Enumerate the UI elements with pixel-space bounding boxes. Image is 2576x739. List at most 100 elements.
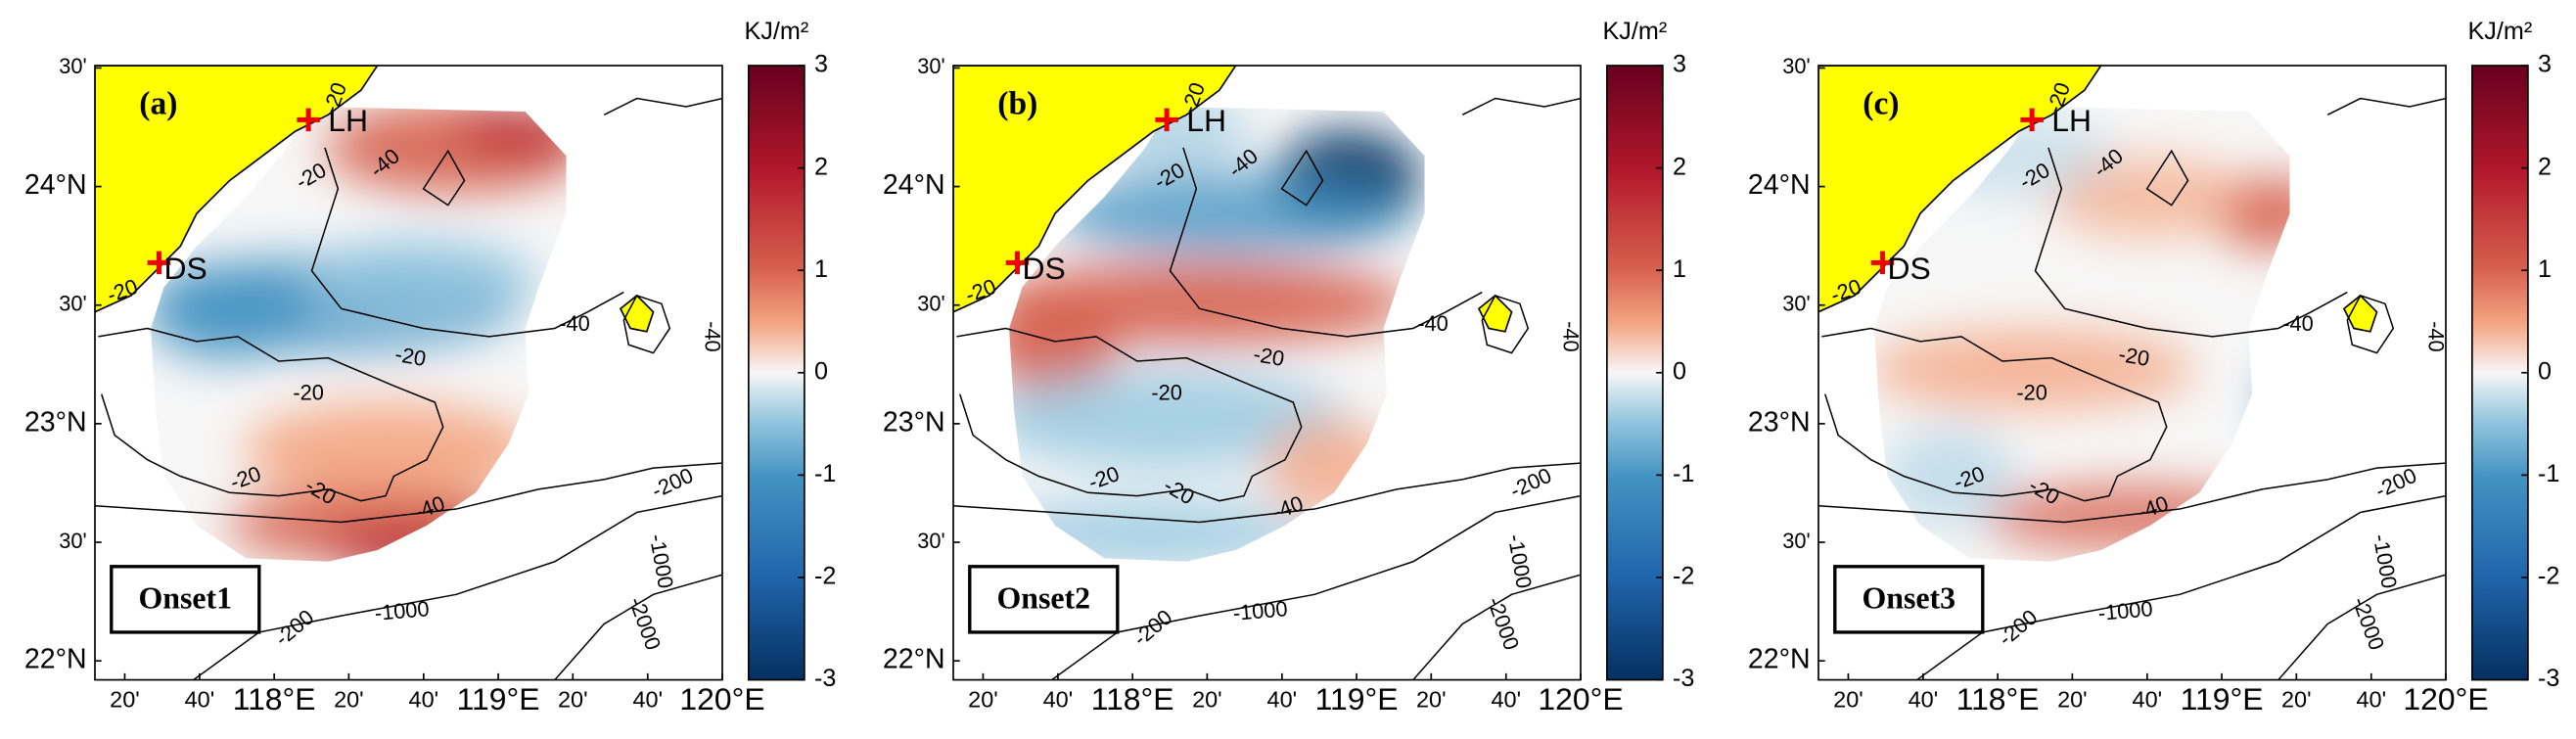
isobath (2145, 149, 2189, 207)
colorbar-tick-label: -1 (1673, 460, 1694, 487)
colorbar: -3 -2 -1 0 1 2 3KJ/m² (745, 18, 837, 692)
y-tick-label: 23°N (883, 406, 945, 438)
colorbar-tick-label: -1 (814, 460, 836, 487)
isobath (95, 462, 722, 524)
isobath-label: -40 (700, 321, 724, 352)
x-tick-label: 119°E (2181, 681, 2264, 716)
isobath-label: -200 (270, 605, 319, 651)
x-tick-label: 119°E (1315, 681, 1399, 716)
isobath-label: -1000 (2369, 532, 2402, 590)
field-blob (324, 525, 523, 562)
isobath-label: -2000 (1483, 593, 1525, 653)
y-tick-label: 30' (59, 54, 86, 78)
station-marker (297, 108, 320, 132)
colorbar-tick-label: 1 (1673, 255, 1686, 283)
x-tick-label: 40' (409, 687, 439, 713)
panel-label: (b) (997, 86, 1037, 122)
y-tick-label: 30' (1782, 54, 1810, 78)
station-marker (147, 251, 171, 275)
colorbar-tick-label: 3 (2538, 51, 2552, 78)
station-marker (1155, 108, 1178, 132)
field-blob (308, 238, 539, 321)
isobath (1481, 295, 1530, 354)
y-tick-label: 23°N (24, 406, 87, 438)
isobath-label: -2000 (624, 593, 667, 653)
map-panel: -20-40-20-20-40-20-20-20 -20 -40-200-1000-… (1748, 18, 2559, 716)
colorbar-tick-label: -2 (2538, 563, 2559, 590)
x-tick-label: 40' (1043, 687, 1074, 713)
colorbar-tick-label: 2 (2538, 153, 2552, 180)
coastline (953, 66, 1237, 313)
colorbar-tick-label: -3 (814, 665, 836, 692)
isobath-label: -20 (2016, 380, 2047, 404)
map-area: -20-40-20-20-40-20-20-20 -20 -40-200-1000-… (95, 66, 724, 680)
isobath (1461, 97, 1581, 116)
axes-frame (94, 65, 723, 681)
field-blob (1051, 172, 1413, 254)
colorbar-tick-label: 2 (1673, 153, 1686, 180)
coastline (1818, 66, 2102, 313)
isobath (2346, 295, 2395, 354)
coastline (95, 66, 379, 313)
field-blob (1874, 328, 2196, 411)
onset-box (1833, 565, 1985, 634)
x-tick-label: 20' (2057, 687, 2088, 713)
isobath (310, 147, 624, 338)
colorbar-tick-label: 0 (814, 357, 828, 385)
colorbar-unit: KJ/m² (745, 18, 809, 45)
island (1477, 294, 1513, 333)
isobath (603, 97, 722, 116)
y-tick-label: 22°N (24, 644, 87, 675)
station-label: DS (163, 251, 207, 286)
x-tick-label: 20' (334, 687, 364, 713)
isobath-label: -40 (2282, 311, 2314, 336)
field-blob (243, 401, 539, 501)
colorbar-tick-label: 2 (814, 153, 828, 180)
colorbar: -3 -2 -1 0 1 2 3KJ/m² (2468, 18, 2560, 692)
colorbar-ramp (748, 65, 805, 681)
isobath-label: -20 (1252, 342, 1286, 371)
field-blob (1009, 369, 1348, 469)
x-tick-label: 20' (558, 687, 588, 713)
y-tick-label: 30' (917, 291, 944, 315)
island (619, 294, 655, 333)
colorbar-tick-label: -1 (2538, 460, 2559, 487)
isobath-label: -20 (1151, 380, 1182, 404)
x-tick-label: 40' (632, 687, 663, 713)
colorbar-tick-label: -3 (2538, 665, 2559, 692)
colorbar-unit: KJ/m² (1603, 18, 1668, 45)
x-tick-label: 119°E (457, 681, 540, 716)
isobath-label: -20 (293, 380, 324, 404)
onset-label: Onset3 (1862, 580, 1955, 615)
isobath (1818, 462, 2446, 524)
x-tick-label: 20' (968, 687, 998, 713)
x-tick-label: 118°E (233, 681, 316, 716)
isobath-label: -200 (2371, 463, 2420, 503)
colorbar-ramp (1606, 65, 1664, 681)
onset-box (968, 565, 1120, 634)
onset-label: Onset2 (996, 580, 1090, 615)
axes-frame (1817, 65, 2447, 681)
colorbar-tick-label: 0 (1673, 357, 1686, 385)
x-tick-label: 20' (1833, 687, 1863, 713)
y-tick-label: 30' (1782, 529, 1810, 553)
panel-label: (c) (1863, 86, 1899, 122)
isobath (953, 462, 1581, 524)
station-marker (1005, 251, 1030, 275)
isobath-label: -40 (2423, 321, 2448, 352)
isobath (1280, 149, 1324, 207)
isobath-label: -40 (559, 311, 590, 336)
isobath-label: -1000 (1232, 596, 1289, 625)
y-tick-label: 30' (917, 54, 944, 78)
colorbar-tick-label: 1 (814, 255, 828, 283)
isobath-label: -2000 (2348, 593, 2390, 653)
isobath-label: -200 (1994, 605, 2043, 651)
isobath-label: -200 (648, 463, 697, 503)
station-label: LH (1186, 103, 1226, 138)
x-tick-label: 20' (1192, 687, 1222, 713)
isobath (2277, 574, 2446, 680)
y-tick-label: 22°N (1748, 644, 1811, 675)
isobath (422, 149, 466, 207)
x-tick-label: 40' (1491, 687, 1521, 713)
x-tick-label: 40' (1909, 687, 1939, 713)
